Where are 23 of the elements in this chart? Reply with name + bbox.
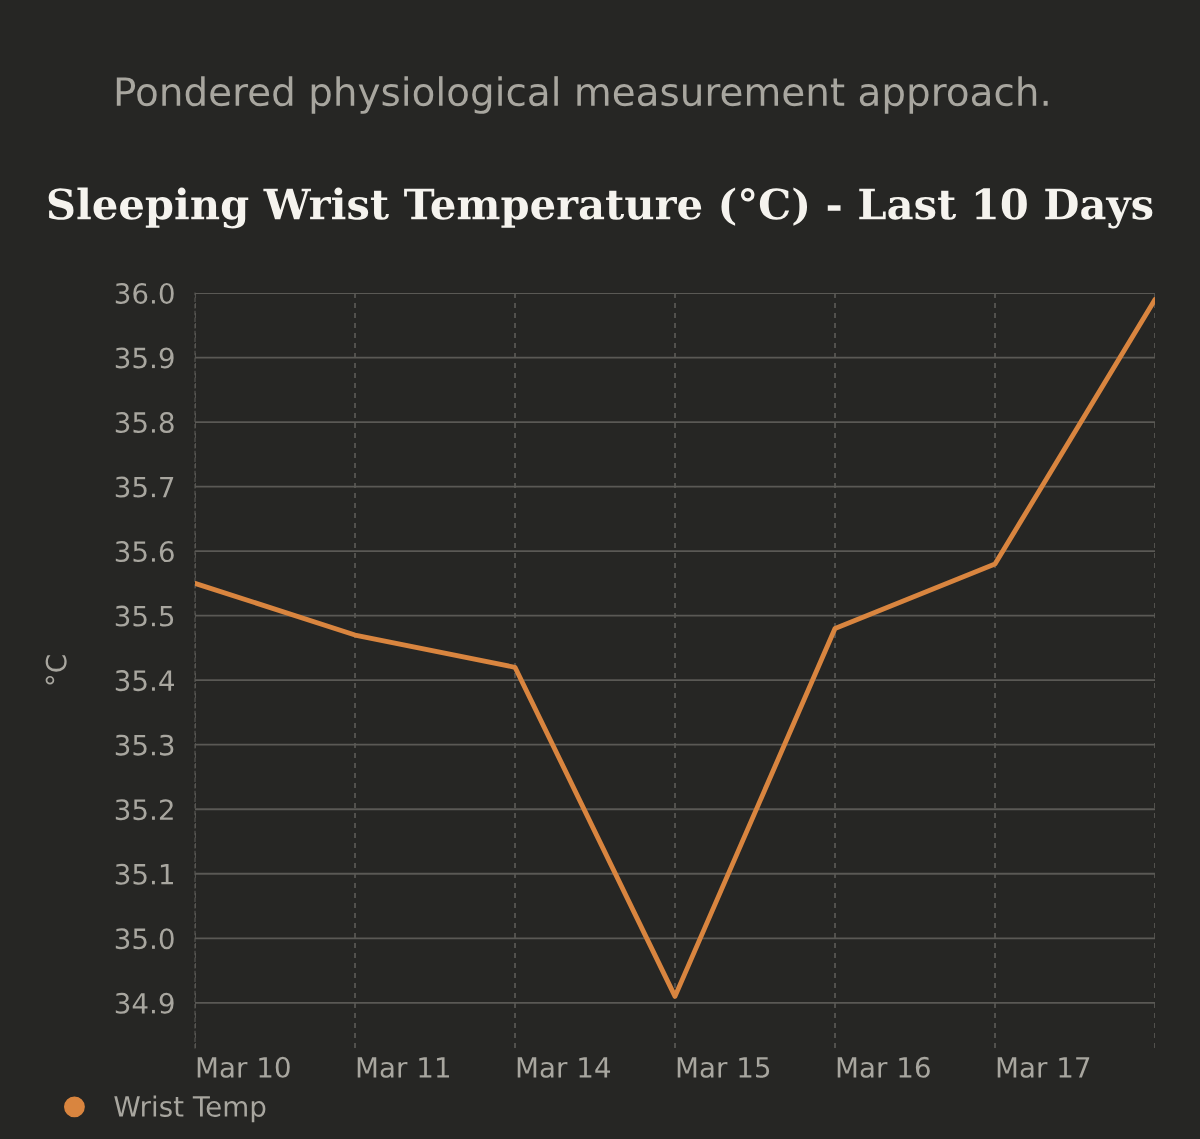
- y-tick-label: 34.9: [115, 992, 174, 1014]
- x-tick-label: Mar 17: [997, 1057, 1090, 1078]
- y-tick-label: 35.3: [115, 734, 174, 756]
- y-tick-label: 35.9: [115, 347, 174, 369]
- y-tick-label: 35.8: [115, 412, 174, 434]
- x-tick-label: Mar 16: [837, 1056, 930, 1078]
- y-tick-label: 35.7: [115, 476, 174, 498]
- text: Pondered physiological measurement approach.: [116, 76, 1048, 114]
- x-tick-label: Mar 14: [517, 1057, 611, 1078]
- y-tick-label: 35.1: [115, 863, 173, 885]
- x-tick-label: Mar 11: [357, 1057, 450, 1078]
- x-tick-label: Mar 10: [197, 1056, 290, 1078]
- y-tick-label: 35.4: [115, 670, 174, 692]
- legend-label: Wrist Temp: [114, 1095, 266, 1123]
- y-tick-label: 36.0: [115, 282, 174, 304]
- line-series: [195, 297, 1155, 999]
- chart-title: Sleeping Wrist Temperature (°C) - Last 10 Days: [48, 187, 1153, 229]
- y-tick-label: 35.0: [115, 928, 174, 950]
- y-tick-label: 35.6: [115, 541, 174, 563]
- y-axis-title: °C: [45, 655, 67, 685]
- y-tick-label: 35.2: [115, 799, 173, 821]
- y-tick-label: 35.5: [115, 605, 174, 627]
- x-tick-label: Mar 15: [677, 1057, 770, 1078]
